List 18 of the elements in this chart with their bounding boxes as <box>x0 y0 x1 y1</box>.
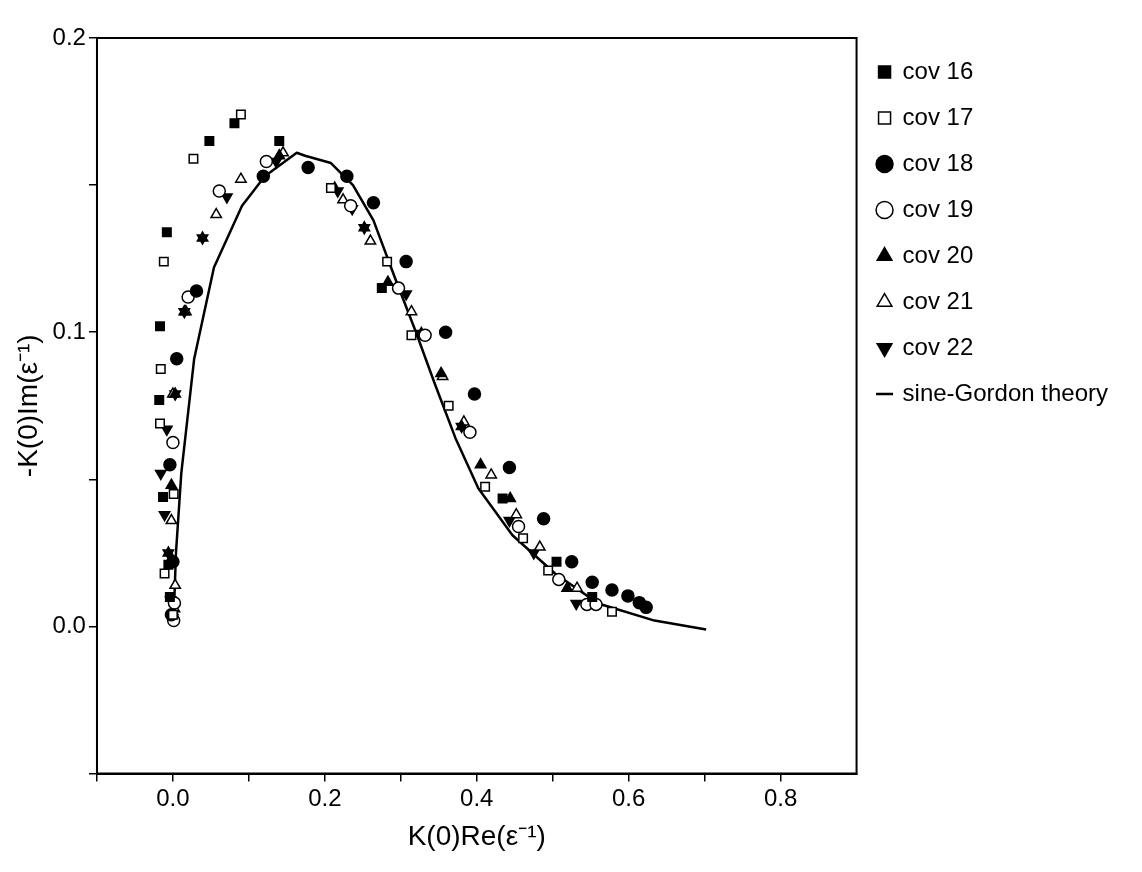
legend-label: cov 21 <box>902 286 974 314</box>
x-tick-label: 0.8 <box>763 783 798 811</box>
y-tick-label: 0.1 <box>52 316 86 344</box>
x-tick-label: 0.6 <box>611 783 646 811</box>
y-axis-title: -K(0)Im(ε⁻¹) <box>11 334 43 478</box>
legend-label: cov 19 <box>902 194 974 222</box>
y-tick-label: 0.2 <box>52 22 86 50</box>
x-axis-title: K(0)Re(ε⁻¹) <box>407 819 546 851</box>
legend-label: cov 20 <box>902 240 974 268</box>
legend-label: cov 16 <box>902 56 974 84</box>
y-tick-label: 0.0 <box>52 611 86 639</box>
legend-label: cov 17 <box>902 102 974 130</box>
legend-label: cov 18 <box>902 148 974 176</box>
legend-label: sine-Gordon theory <box>902 378 1109 406</box>
x-tick-label: 0.4 <box>460 783 494 811</box>
x-tick-label: 0.2 <box>308 783 342 811</box>
legend-label: cov 22 <box>902 332 974 360</box>
x-tick-label: 0.0 <box>156 783 190 811</box>
